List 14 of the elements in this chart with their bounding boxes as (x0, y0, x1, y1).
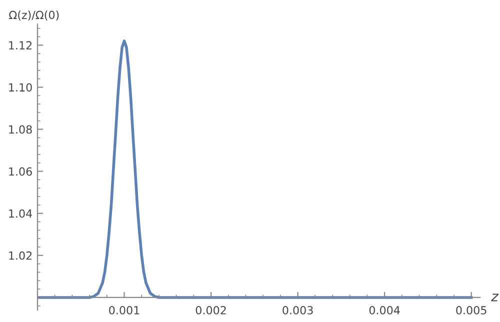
y-tick-label: 1.06 (9, 167, 32, 176)
x-tick-label: 0.004 (369, 306, 400, 314)
y-tick-label: 1.08 (9, 125, 32, 134)
line-series (38, 40, 473, 299)
y-tick-label: 1.10 (9, 83, 32, 92)
y-axis-title: Ω(z)/Ω(0) (9, 10, 59, 20)
y-tick-label: 1.04 (9, 209, 32, 218)
y-tick-label: 1.12 (9, 41, 32, 50)
x-axis-title: z (491, 294, 499, 302)
x-tick-label: 0.002 (196, 306, 226, 314)
x-tick-label: 0.003 (282, 306, 313, 314)
x-tick-label: 0.005 (456, 306, 486, 314)
x-tick-label: 0.001 (109, 306, 140, 314)
y-tick-label: 1.02 (9, 251, 32, 260)
